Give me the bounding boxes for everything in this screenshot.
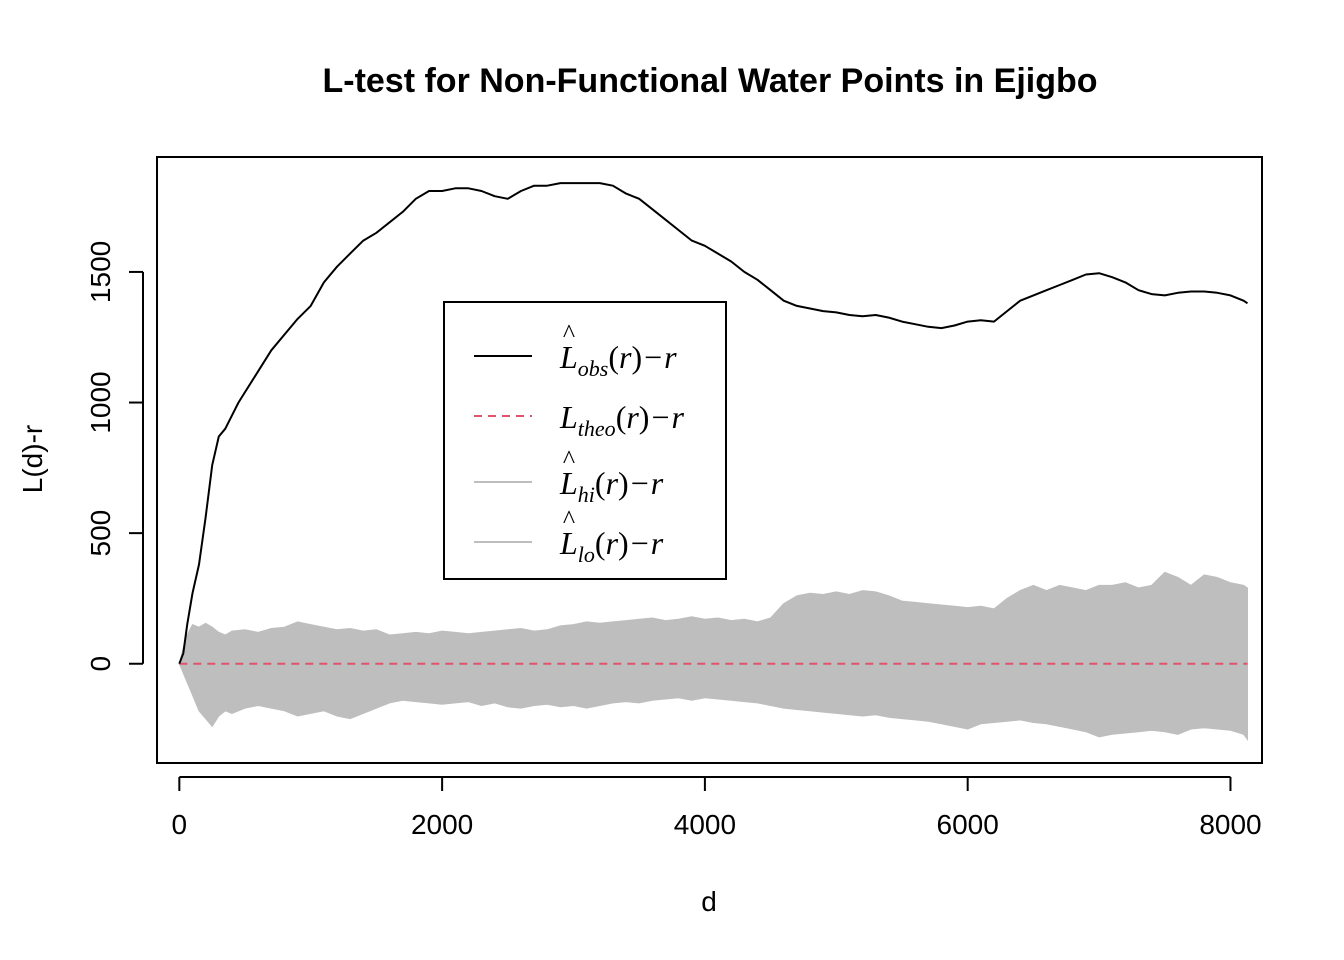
legend-label-theo: Ltheo(r)−r: [559, 399, 685, 441]
x-axis-label: d: [701, 886, 717, 917]
y-tick-label: 500: [85, 510, 116, 557]
y-tick-label: 1500: [85, 241, 116, 303]
x-tick-label: 0: [172, 809, 188, 840]
legend-hat: ^: [563, 445, 575, 474]
chart-title: L-test for Non-Functional Water Points i…: [322, 62, 1097, 100]
x-tick-label: 8000: [1199, 809, 1261, 840]
series-line-obs: [178, 182, 1249, 665]
series-layer: [178, 182, 1249, 665]
x-axis: 0 2000 4000 6000 8000: [172, 776, 1262, 840]
legend-label-hi: Lhi(r)−r: [559, 465, 664, 507]
y-axis-label: L(d)-r: [17, 425, 48, 493]
plot-frame: [156, 156, 1263, 764]
y-axis: 0 500 1000 1500: [85, 241, 144, 672]
y-tick-label: 0: [85, 656, 116, 672]
envelope-band-layer: [178, 571, 1248, 741]
legend-hat: ^: [563, 505, 575, 534]
x-tick-label: 4000: [674, 809, 736, 840]
x-tick-label: 6000: [937, 809, 999, 840]
legend-hat: ^: [563, 319, 575, 348]
legend-label-lo: Llo(r)−r: [559, 525, 664, 567]
x-tick-label: 2000: [411, 809, 473, 840]
y-tick-label: 1000: [85, 371, 116, 433]
envelope-band: [178, 571, 1248, 741]
legend-label-obs: Lobs(r)−r: [559, 339, 677, 381]
legend-box: [443, 301, 727, 580]
